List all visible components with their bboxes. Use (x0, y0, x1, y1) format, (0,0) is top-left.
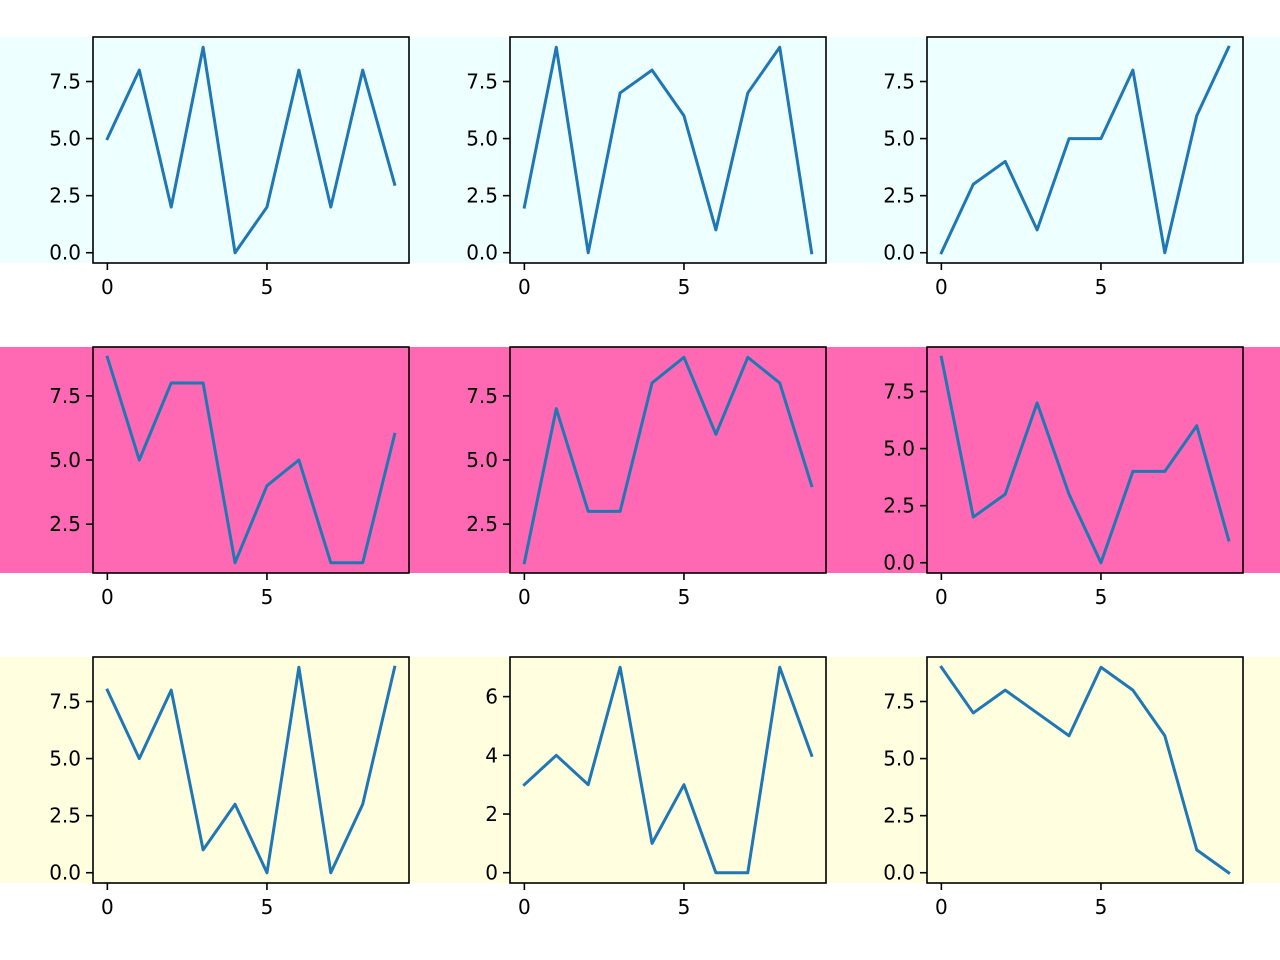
series-line (522, 355, 814, 565)
y-tick-label: 2.5 (49, 184, 81, 208)
y-tick-label: 7.5 (49, 384, 81, 408)
y-tick-label: 5.0 (466, 127, 498, 151)
y-tick-label: 0.0 (883, 861, 915, 885)
y-tick-label: 7.5 (49, 70, 81, 94)
x-tick-label: 5 (678, 275, 691, 299)
y-tick-label: 5.0 (466, 448, 498, 472)
x-tick-label: 0 (518, 895, 531, 919)
series-line (939, 665, 1231, 875)
x-tick-label: 0 (935, 275, 948, 299)
y-tick-label: 7.5 (466, 384, 498, 408)
y-tick-label: 7.5 (466, 70, 498, 94)
y-tick-label: 5.0 (883, 437, 915, 461)
x-tick-label: 5 (678, 895, 691, 919)
subplot-0-1: 0 5 0.0 2.5 5.0 7.5 (466, 36, 827, 299)
y-tick-label: 0 (485, 861, 498, 885)
x-tick-label: 5 (678, 585, 691, 609)
subplot-2-2: 0 5 0.0 2.5 5.0 7.5 (883, 656, 1244, 919)
axes-frame (92, 656, 410, 884)
axes-frame (926, 346, 1244, 574)
y-tick-label: 0.0 (883, 241, 915, 265)
y-tick-label: 5.0 (49, 448, 81, 472)
x-tick-label: 5 (1095, 275, 1108, 299)
y-tick-label: 0.0 (49, 861, 81, 885)
y-tick-label: 2.5 (883, 804, 915, 828)
subplot-2-0: 0 5 0.0 2.5 5.0 7.5 (49, 656, 410, 919)
y-tick-label: 7.5 (49, 690, 81, 714)
y-tick-label: 2.5 (883, 494, 915, 518)
y-tick-label: 0.0 (466, 241, 498, 265)
y-tick-label: 7.5 (883, 380, 915, 404)
row-background-1 (0, 347, 1280, 573)
x-tick-label: 0 (518, 585, 531, 609)
y-tick-label: 2.5 (49, 804, 81, 828)
x-tick-label: 5 (1095, 895, 1108, 919)
axes-frame (926, 36, 1244, 264)
series-line (939, 45, 1231, 255)
row-background-0 (0, 37, 1280, 263)
series-line (105, 665, 397, 875)
y-tick-label: 2 (485, 802, 498, 826)
x-tick-label: 0 (935, 585, 948, 609)
subplot-1-0: 0 5 2.5 5.0 7.5 (49, 346, 410, 609)
y-tick-label: 2.5 (466, 184, 498, 208)
subplot-0-0: 0 5 0.0 2.5 5.0 7.5 (49, 36, 410, 299)
axes-frame (92, 36, 410, 264)
y-tick-label: 2.5 (883, 184, 915, 208)
series-line (105, 355, 397, 565)
row-backgrounds (0, 37, 1280, 883)
x-tick-label: 5 (261, 585, 274, 609)
x-tick-label: 5 (261, 895, 274, 919)
y-tick-label: 4 (485, 743, 498, 767)
y-tick-label: 0.0 (49, 241, 81, 265)
y-tick-label: 2.5 (466, 512, 498, 536)
y-tick-label: 7.5 (883, 690, 915, 714)
subplot-1-1: 0 5 2.5 5.0 7.5 (466, 346, 827, 609)
x-tick-label: 5 (1095, 585, 1108, 609)
series-line (105, 45, 397, 255)
subplot-0-2: 0 5 0.0 2.5 5.0 7.5 (883, 36, 1244, 299)
axes-frame (509, 656, 827, 884)
x-tick-label: 5 (261, 275, 274, 299)
y-tick-label: 2.5 (49, 512, 81, 536)
y-tick-label: 5.0 (49, 127, 81, 151)
subplot-grid: 0 5 0.0 2.5 5.0 7.5 0 5 0.0 2.5 5.0 7.5 0 5 0.0 2.5 5.0 7… (49, 36, 1244, 919)
series-line (522, 665, 814, 875)
y-tick-label: 7.5 (883, 70, 915, 94)
x-tick-label: 0 (518, 275, 531, 299)
x-tick-label: 0 (101, 895, 114, 919)
x-tick-label: 0 (101, 585, 114, 609)
x-tick-label: 0 (935, 895, 948, 919)
subplot-1-2: 0 5 0.0 2.5 5.0 7.5 (883, 346, 1244, 609)
y-tick-label: 5.0 (49, 747, 81, 771)
series-line (522, 45, 814, 255)
y-tick-label: 5.0 (883, 747, 915, 771)
series-line (939, 355, 1231, 565)
y-tick-label: 5.0 (883, 127, 915, 151)
axes-frame (509, 36, 827, 264)
x-tick-label: 0 (101, 275, 114, 299)
subplot-2-1: 0 5 0 2 4 6 (485, 656, 827, 919)
axes-frame (926, 656, 1244, 884)
y-tick-label: 0.0 (883, 551, 915, 575)
y-tick-label: 6 (485, 685, 498, 709)
